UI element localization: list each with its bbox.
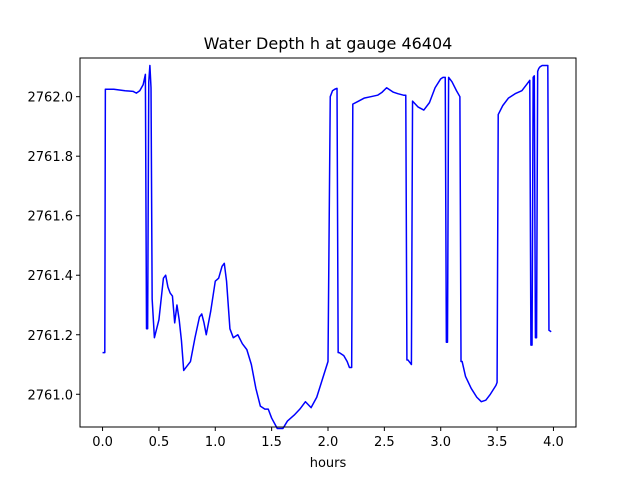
y-tick-label: 2762.0 [28, 91, 74, 106]
x-tick-label: 0.5 [149, 435, 170, 450]
x-tick-label: 2.0 [318, 435, 339, 450]
x-tick-label: 2.5 [374, 435, 395, 450]
series-line-0 [102, 64, 552, 430]
x-axis-ticks: 0.0 0.5 1.0 1.5 2.0 2.5 3.0 3.5 4.0 [92, 427, 564, 450]
y-tick-label: 2761.8 [28, 150, 74, 165]
x-tick-label: 0.0 [92, 435, 113, 450]
x-tick-label: 1.5 [261, 435, 282, 450]
plot-frame [79, 57, 577, 428]
plot-layer [102, 64, 552, 430]
y-tick-label: 2761.6 [28, 210, 74, 225]
chart-title: Water Depth h at gauge 46404 [204, 34, 453, 53]
x-axis-label: hours [310, 456, 347, 471]
x-tick-label: 3.5 [487, 435, 508, 450]
x-tick-label: 1.0 [205, 435, 226, 450]
y-tick-label: 2761.2 [28, 329, 74, 344]
y-tick-label: 2761.4 [28, 269, 74, 284]
x-tick-label: 4.0 [543, 435, 564, 450]
x-tick-label: 3.0 [430, 435, 451, 450]
y-axis-ticks: 2761.0 2761.2 2761.4 2761.6 2761.8 2762.0 [28, 91, 80, 403]
y-tick-label: 2761.0 [28, 388, 74, 403]
